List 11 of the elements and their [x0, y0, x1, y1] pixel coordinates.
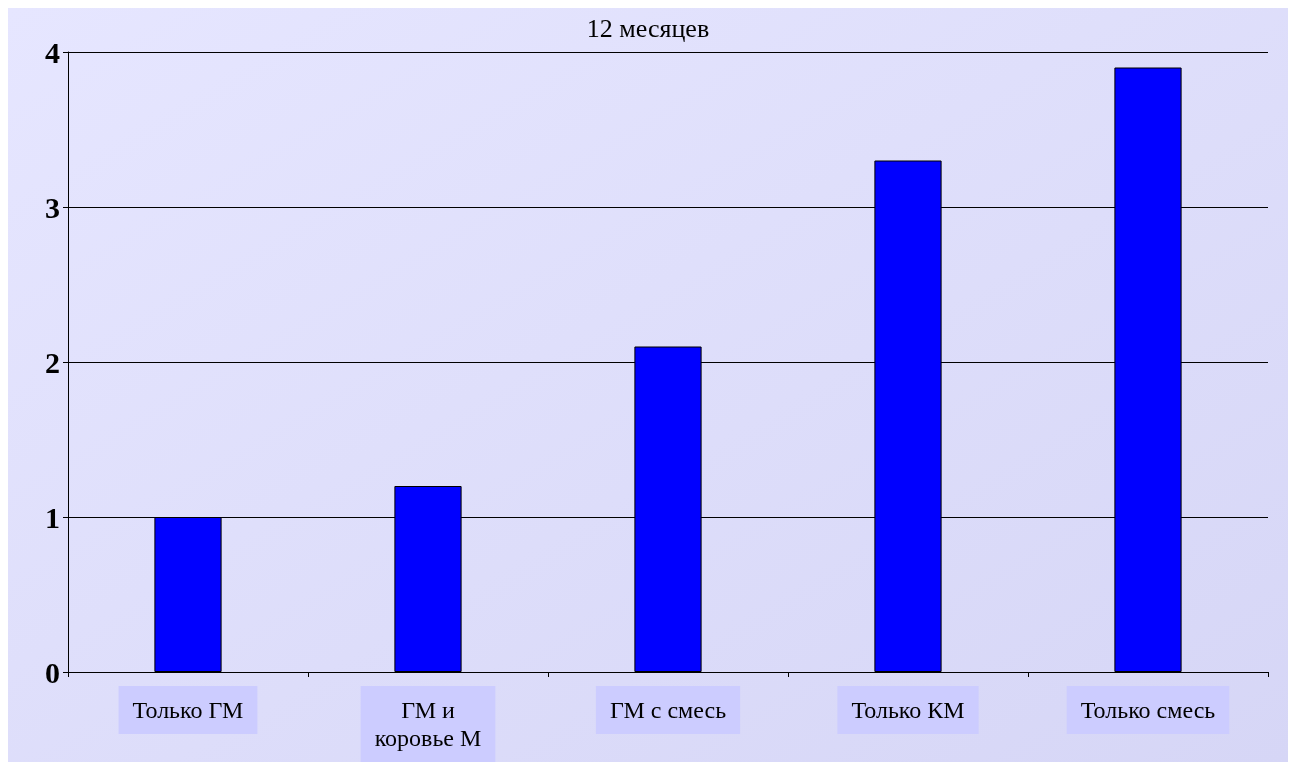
y-tick-label: 0: [45, 655, 60, 689]
x-tick-label: ГМ и коровье М: [374, 697, 482, 751]
y-tick-label: 1: [45, 500, 60, 534]
y-tick-label: 3: [45, 190, 60, 224]
x-tick-label: Только КМ: [851, 697, 965, 723]
y-tick-label: 4: [45, 35, 60, 69]
x-tick-label: Только ГМ: [132, 697, 244, 723]
x-tick-label: Только смесь: [1080, 697, 1216, 723]
chart-title: 12 месяцев: [586, 13, 710, 43]
y-tick-label: 2: [45, 345, 60, 379]
x-tick-label: ГМ с смесь: [609, 697, 727, 723]
